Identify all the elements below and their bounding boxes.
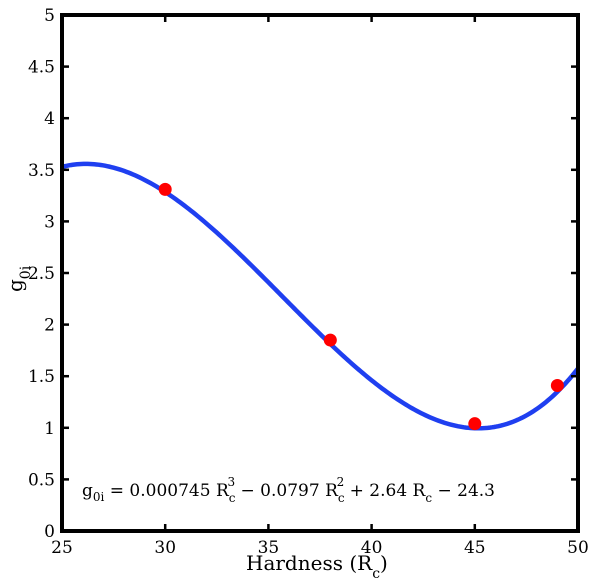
data-point [323, 333, 337, 347]
plot-frame [60, 13, 580, 533]
axis-ticks [60, 13, 580, 533]
y-tick-label: 4.5 [28, 58, 55, 78]
fit-equation: g0i = 0.000745 Rc3 − 0.0797 Rc2 + 2.64 R… [82, 475, 495, 505]
x-axis-title: Hardness (Rc) [246, 551, 388, 582]
data-point [468, 417, 482, 431]
x-tick-label: 35 [258, 538, 280, 558]
data-points [158, 182, 564, 431]
x-tick-label: 50 [567, 538, 589, 558]
y-axis-title: g0i [3, 265, 34, 292]
y-tick-label: 1 [44, 419, 55, 439]
y-tick-labels: 0 0.5 1 1.5 2 2.5 3 3.5 4 4.5 5 [28, 6, 55, 542]
y-tick-label: 5 [44, 6, 55, 26]
y-tick-label: 3 [44, 212, 55, 232]
y-tick-label: 4 [44, 109, 55, 129]
y-tick-label: 2 [44, 316, 55, 336]
x-tick-label: 40 [361, 538, 383, 558]
x-tick-label: 30 [154, 538, 176, 558]
data-point [158, 182, 172, 196]
y-tick-label: 0 [44, 522, 55, 542]
y-tick-label: 0.5 [28, 470, 55, 490]
y-tick-label: 3.5 [28, 161, 55, 181]
y-tick-label: 2.5 [28, 264, 55, 284]
x-tick-label: 25 [51, 538, 73, 558]
x-tick-label: 45 [464, 538, 486, 558]
x-tick-labels: 25 30 35 40 45 50 [51, 538, 589, 558]
data-point [550, 378, 564, 392]
y-tick-label: 1.5 [28, 367, 55, 387]
fit-curve [62, 161, 578, 431]
